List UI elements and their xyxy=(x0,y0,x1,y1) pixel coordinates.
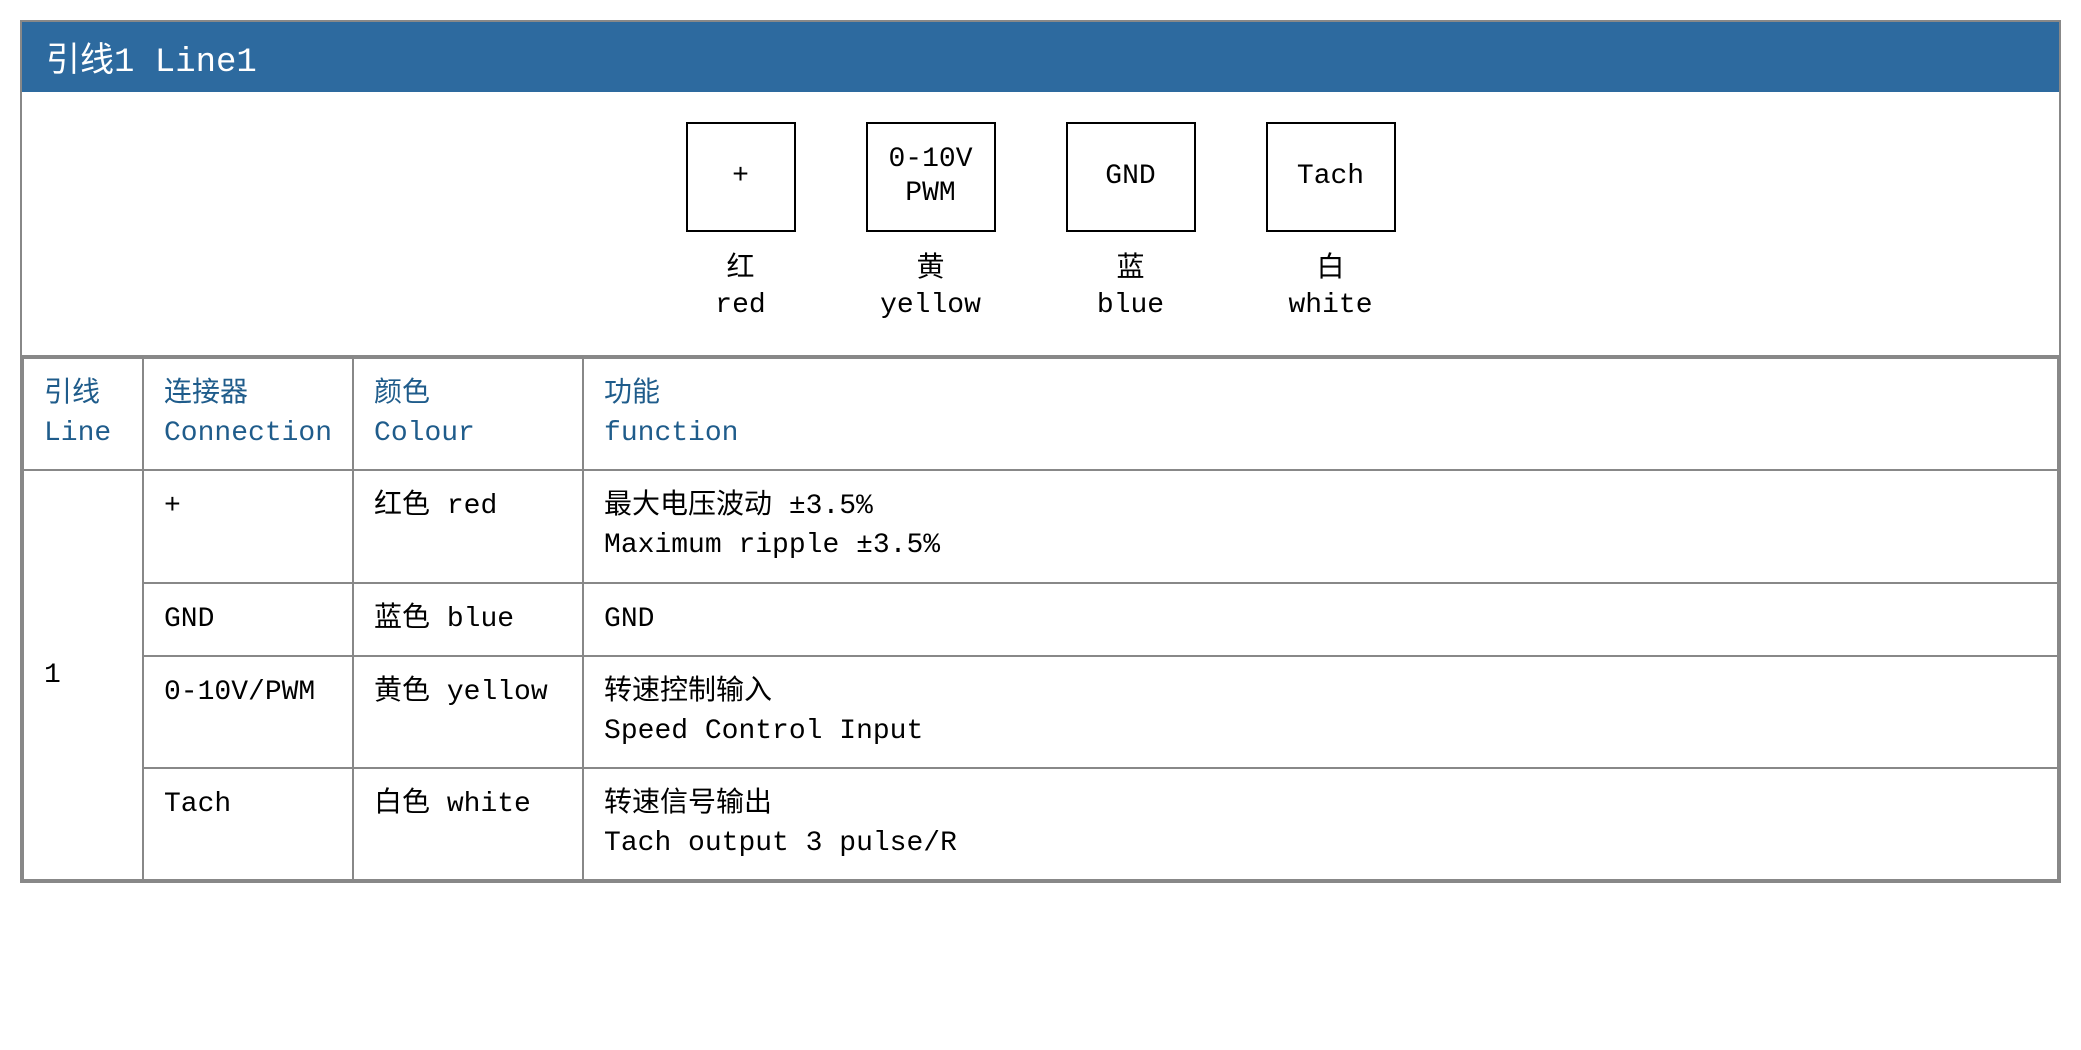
spec-table: 引线 Line 连接器 Connection 颜色 Colour 功能 func… xyxy=(22,357,2059,882)
header-cn: 引线 xyxy=(44,375,122,414)
func-en: Speed Control Input xyxy=(604,712,2037,751)
header-cn: 连接器 xyxy=(164,375,332,414)
header-en: function xyxy=(604,414,2037,453)
header-cn: 功能 xyxy=(604,375,2037,414)
col-header-line: 引线 Line xyxy=(23,358,143,470)
cell-colour: 红色 red xyxy=(353,470,583,582)
cell-function: GND xyxy=(583,583,2058,656)
table-row: 1 + 红色 red 最大电压波动 ±3.5% Maximum ripple ±… xyxy=(23,470,2058,582)
pin-label-cn: 白 xyxy=(1288,252,1372,288)
header-en: Colour xyxy=(374,414,562,453)
func-cn: GND xyxy=(604,600,2037,639)
table-row: 0-10V/PWM 黄色 yellow 转速控制输入 Speed Control… xyxy=(23,656,2058,768)
func-en: Maximum ripple ±3.5% xyxy=(604,526,2037,565)
section-title: 引线1 Line1 xyxy=(46,44,257,82)
pin-label-en: white xyxy=(1288,288,1372,324)
pin-box-line: GND xyxy=(1105,160,1155,194)
pin-box-line: 0-10V xyxy=(888,143,972,177)
cell-colour: 黄色 yellow xyxy=(353,656,583,768)
col-header-colour: 颜色 Colour xyxy=(353,358,583,470)
spec-wrapper: 引线1 Line1 + 红 red 0-10V PWM 黄 ye xyxy=(20,20,2061,883)
pin-label-cn: 蓝 xyxy=(1097,252,1164,288)
pin-row: + 红 red 0-10V PWM 黄 yellow G xyxy=(686,122,1396,325)
cell-connection: GND xyxy=(143,583,353,656)
pin-labels: 白 white xyxy=(1288,252,1372,325)
pin-box-line: + xyxy=(732,160,749,194)
pin-diagram-area: + 红 red 0-10V PWM 黄 yellow G xyxy=(22,92,2059,357)
pin-label-cn: 黄 xyxy=(880,252,981,288)
pin-gnd: GND 蓝 blue xyxy=(1066,122,1196,325)
pin-label-en: blue xyxy=(1097,288,1164,324)
table-header-row: 引线 Line 连接器 Connection 颜色 Colour 功能 func… xyxy=(23,358,2058,470)
header-en: Connection xyxy=(164,414,332,453)
pin-tach: Tach 白 white xyxy=(1266,122,1396,325)
cell-connection: Tach xyxy=(143,768,353,880)
cell-function: 转速信号输出 Tach output 3 pulse/R xyxy=(583,768,2058,880)
pin-plus: + 红 red xyxy=(686,122,796,325)
pin-labels: 黄 yellow xyxy=(880,252,981,325)
col-header-connection: 连接器 Connection xyxy=(143,358,353,470)
cell-function: 转速控制输入 Speed Control Input xyxy=(583,656,2058,768)
cell-colour: 蓝色 blue xyxy=(353,583,583,656)
pin-label-en: red xyxy=(715,288,765,324)
pin-box: + xyxy=(686,122,796,232)
func-cn: 转速控制输入 xyxy=(604,673,2037,712)
table-row: GND 蓝色 blue GND xyxy=(23,583,2058,656)
table-row: Tach 白色 white 转速信号输出 Tach output 3 pulse… xyxy=(23,768,2058,880)
pin-label-en: yellow xyxy=(880,288,981,324)
cell-function: 最大电压波动 ±3.5% Maximum ripple ±3.5% xyxy=(583,470,2058,582)
func-en: Tach output 3 pulse/R xyxy=(604,824,2037,863)
col-header-function: 功能 function xyxy=(583,358,2058,470)
cell-connection: 0-10V/PWM xyxy=(143,656,353,768)
section-header: 引线1 Line1 xyxy=(22,22,2059,92)
cell-connection: + xyxy=(143,470,353,582)
pin-labels: 红 red xyxy=(715,252,765,325)
pin-labels: 蓝 blue xyxy=(1097,252,1164,325)
pin-box: GND xyxy=(1066,122,1196,232)
cell-line: 1 xyxy=(23,470,143,880)
func-cn: 最大电压波动 ±3.5% xyxy=(604,487,2037,526)
pin-pwm: 0-10V PWM 黄 yellow xyxy=(866,122,996,325)
pin-box-line: PWM xyxy=(905,177,955,211)
pin-box: Tach xyxy=(1266,122,1396,232)
header-en: Line xyxy=(44,414,122,453)
header-cn: 颜色 xyxy=(374,375,562,414)
pin-box: 0-10V PWM xyxy=(866,122,996,232)
func-cn: 转速信号输出 xyxy=(604,785,2037,824)
cell-colour: 白色 white xyxy=(353,768,583,880)
pin-box-line: Tach xyxy=(1297,160,1364,194)
pin-label-cn: 红 xyxy=(715,252,765,288)
